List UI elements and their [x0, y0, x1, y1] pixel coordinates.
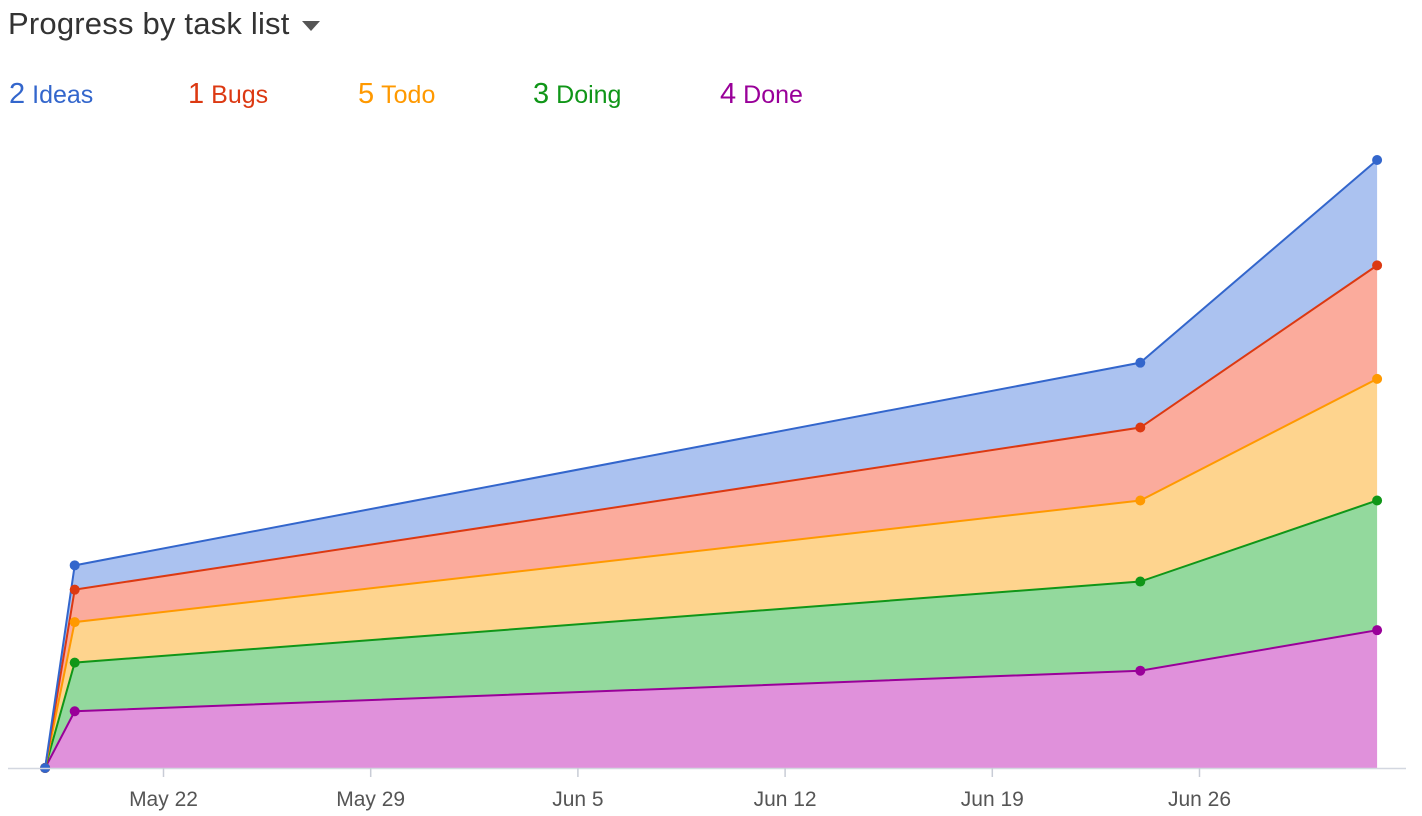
point-done[interactable]: [1372, 625, 1383, 636]
legend-count: 4: [720, 78, 737, 110]
x-tick-label: Jun 5: [552, 788, 603, 811]
x-axis-ticks: May 22 May 29 Jun 5 Jun 12 Jun 19 Jun 26: [129, 768, 1231, 811]
legend-item-ideas[interactable]: 2 Ideas: [9, 78, 93, 111]
page-title: Progress by task list: [8, 6, 290, 41]
point-bugs[interactable]: [69, 584, 80, 595]
point-todo[interactable]: [1372, 373, 1383, 384]
point-bugs[interactable]: [1135, 422, 1146, 433]
point-todo[interactable]: [1135, 495, 1146, 506]
line-bugs: [44, 264, 1378, 769]
legend-item-doing[interactable]: 3 Doing: [533, 78, 621, 111]
legend-label: Bugs: [211, 81, 269, 109]
caret-down-icon[interactable]: [301, 21, 320, 31]
chart-title-dropdown[interactable]: Progress by task list: [8, 2, 320, 46]
area-layers: [45, 160, 1378, 768]
point-ideas[interactable]: [69, 560, 80, 571]
line-ideas: [44, 159, 1378, 769]
legend-count: 5: [358, 78, 375, 110]
point-ideas[interactable]: [1372, 155, 1383, 165]
legend-item-todo[interactable]: 5 Todo: [358, 78, 435, 111]
point-doing[interactable]: [1372, 495, 1383, 506]
legend-label: Done: [743, 81, 803, 109]
series-lines: [44, 159, 1378, 769]
point-done[interactable]: [69, 706, 80, 717]
legend-count: 3: [533, 78, 550, 110]
area-done: [45, 630, 1378, 768]
x-tick-label: Jun 26: [1168, 788, 1231, 811]
legend-label: Doing: [556, 81, 622, 109]
x-tick-label: Jun 12: [754, 788, 817, 811]
point-todo[interactable]: [69, 617, 80, 628]
legend-item-done[interactable]: 4 Done: [720, 78, 803, 111]
area-todo: [45, 378, 1378, 768]
area-ideas: [45, 160, 1378, 768]
line-done: [44, 629, 1378, 769]
legend-count: 2: [9, 78, 26, 110]
area-bugs: [45, 265, 1378, 768]
line-todo: [44, 377, 1378, 769]
point-doing[interactable]: [69, 657, 80, 668]
point-doing[interactable]: [1135, 576, 1146, 587]
x-tick-label: Jun 19: [961, 788, 1024, 811]
x-tick-label: May 22: [129, 788, 198, 811]
point-ideas[interactable]: [1135, 357, 1146, 368]
area-doing: [45, 500, 1378, 768]
legend-label: Ideas: [32, 81, 94, 109]
x-tick-label: May 29: [336, 788, 405, 811]
legend-label: Todo: [381, 81, 436, 109]
legend-count: 1: [188, 78, 205, 110]
point-done[interactable]: [1135, 665, 1146, 676]
legend-item-bugs[interactable]: 1 Bugs: [188, 78, 268, 111]
line-doing: [44, 499, 1378, 769]
point-bugs[interactable]: [1372, 260, 1383, 271]
